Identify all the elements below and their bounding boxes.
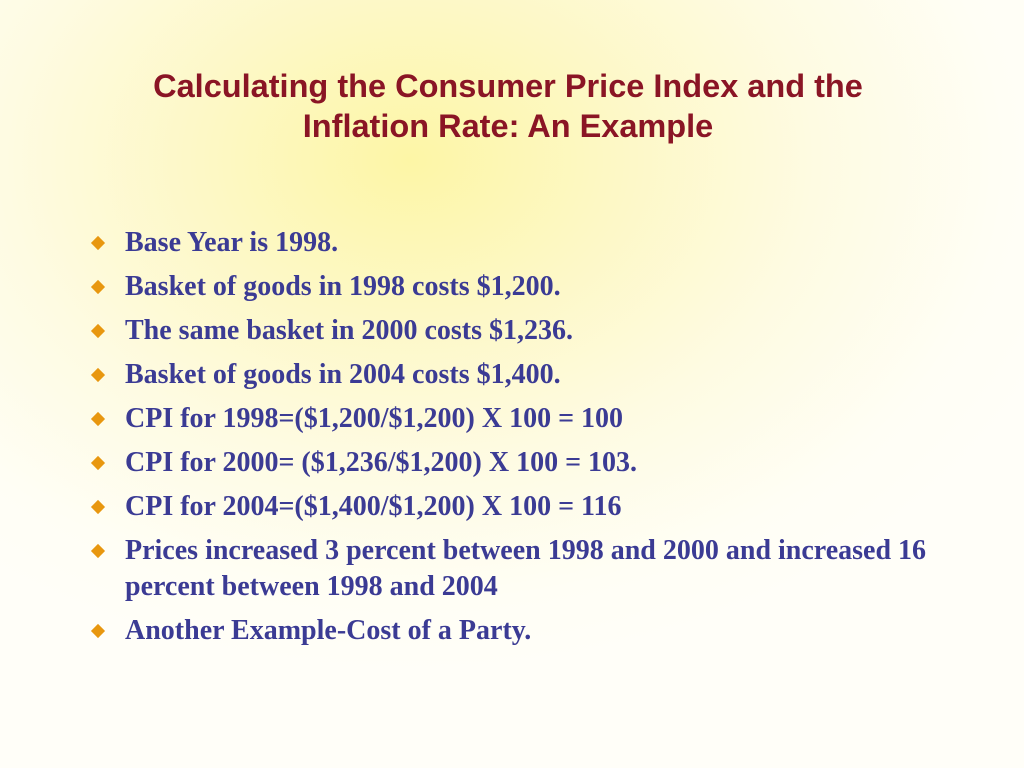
bullet-item-base-year: Base Year is 1998. [90, 225, 970, 261]
diamond-icon [90, 455, 106, 471]
diamond-icon [90, 499, 106, 515]
bullet-item-basket-2000: The same basket in 2000 costs $1,236. [90, 313, 970, 349]
bullet-item-cpi-2000: CPI for 2000= ($1,236/$1,200) X 100 = 10… [90, 445, 970, 481]
diamond-icon [90, 235, 106, 251]
bullet-text: Prices increased 3 percent between 1998 … [125, 535, 927, 602]
bullet-item-basket-2004: Basket of goods in 2004 costs $1,400. [90, 357, 970, 393]
slide-title: Calculating the Consumer Price Index and… [40, 66, 976, 146]
bullet-item-basket-1998: Basket of goods in 1998 costs $1,200. [90, 269, 970, 305]
diamond-icon [90, 323, 106, 339]
bullet-text: CPI for 2004=($1,400/$1,200) X 100 = 116 [125, 491, 622, 522]
diamond-icon [90, 543, 106, 559]
diamond-icon [90, 279, 106, 295]
slide-title-line-2: Inflation Rate: An Example [302, 108, 714, 144]
bullet-text: Basket of goods in 2004 costs $1,400. [125, 359, 561, 390]
diamond-icon [90, 367, 106, 383]
bullet-text: The same basket in 2000 costs $1,236. [125, 315, 574, 346]
bullet-item-price-increase: Prices increased 3 percent between 1998 … [90, 533, 970, 605]
bullet-item-cpi-1998: CPI for 1998=($1,200/$1,200) X 100 = 100 [90, 401, 970, 437]
bullet-text: CPI for 1998=($1,200/$1,200) X 100 = 100 [125, 403, 624, 434]
bullet-item-cpi-2004: CPI for 2004=($1,400/$1,200) X 100 = 116 [90, 489, 970, 525]
bullet-text: Another Example-Cost of a Party. [125, 615, 532, 646]
bullet-text: Basket of goods in 1998 costs $1,200. [125, 271, 561, 302]
slide-title-line-1: Calculating the Consumer Price Index and… [153, 68, 863, 104]
diamond-icon [90, 623, 106, 639]
diamond-icon [90, 411, 106, 427]
bullet-item-another-example: Another Example-Cost of a Party. [90, 613, 970, 649]
bullet-text: Base Year is 1998. [125, 227, 339, 258]
bullet-text: CPI for 2000= ($1,236/$1,200) X 100 = 10… [125, 447, 638, 478]
bullet-list: Base Year is 1998. Basket of goods in 19… [90, 225, 970, 657]
